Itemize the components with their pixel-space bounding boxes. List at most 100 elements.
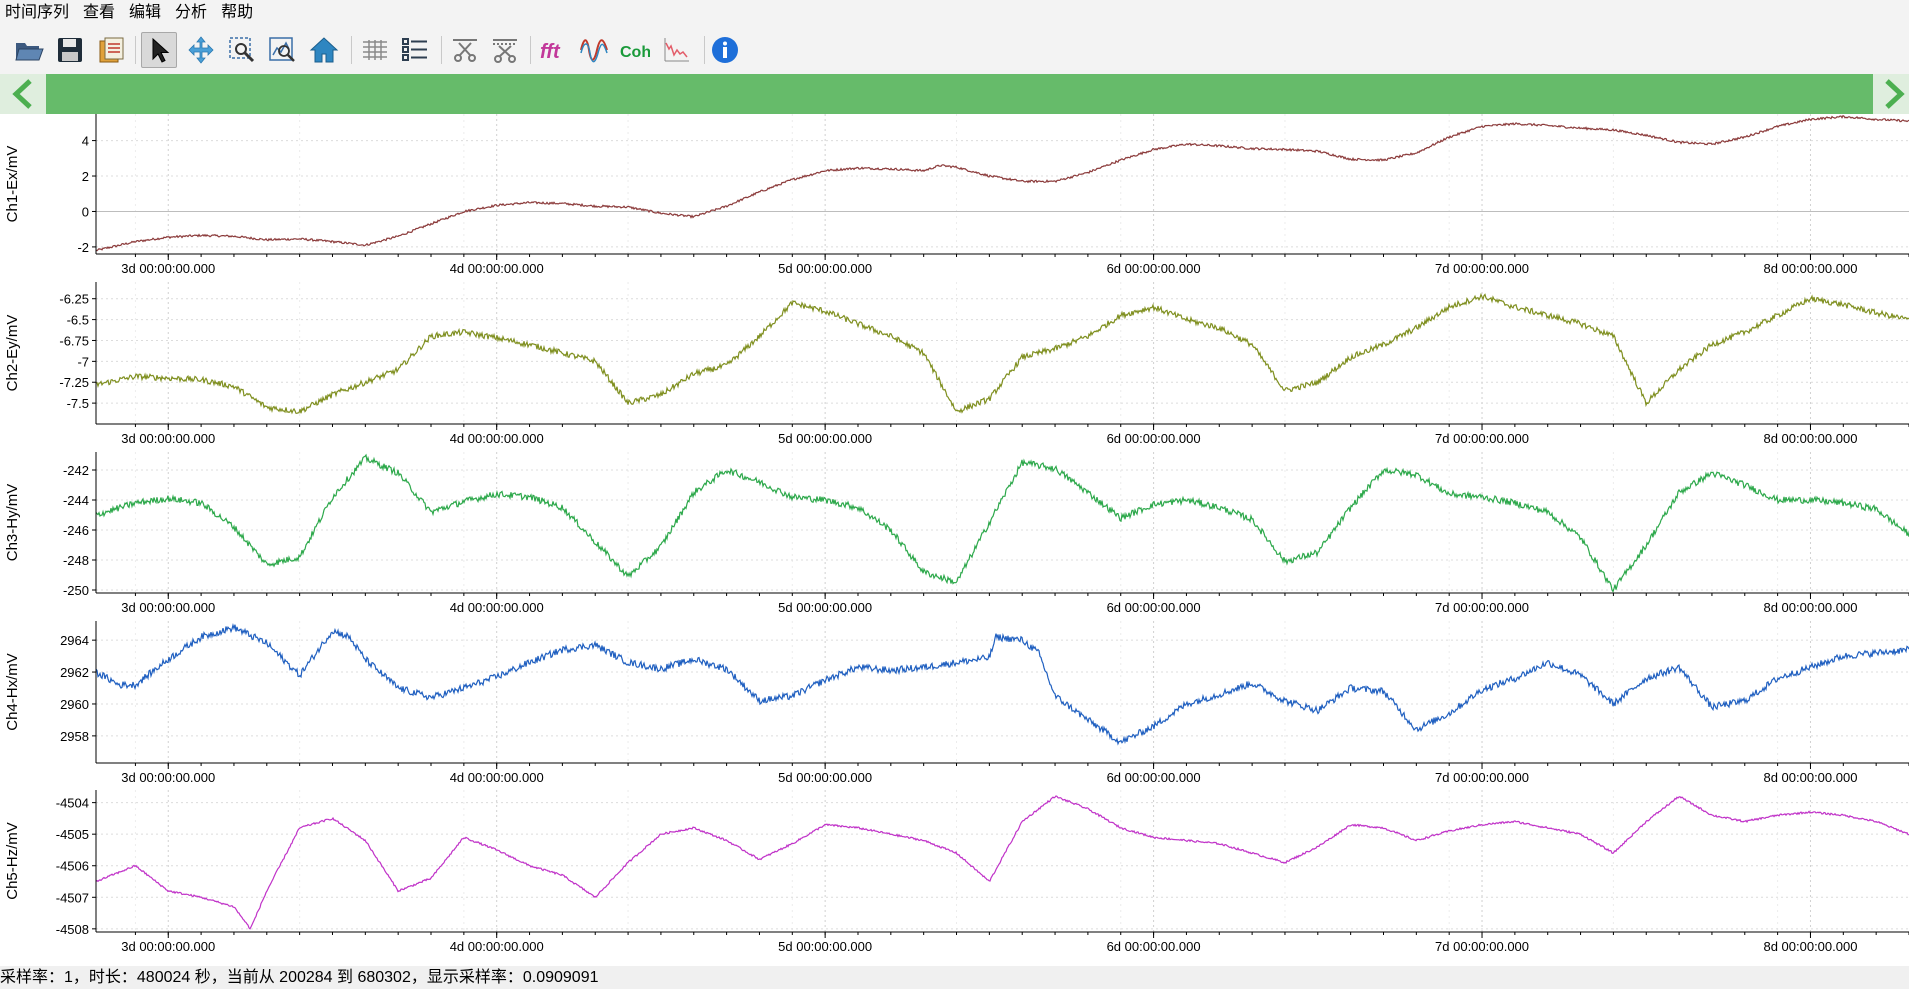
- wavelet-button[interactable]: [576, 32, 612, 68]
- x-tick-label: 3d 00:00:00.000: [121, 939, 215, 954]
- x-tick-label: 8d 00:00:00.000: [1763, 261, 1857, 276]
- series-line: [96, 292, 1909, 415]
- y-tick-label: -4504: [56, 796, 89, 811]
- toolbar-separator: [351, 36, 352, 64]
- x-tick-label: 4d 00:00:00.000: [450, 939, 544, 954]
- toolbar: fft Coh: [0, 26, 1909, 75]
- channel-panel: 2958 2960 2962 2964 Ch4-Hx/mV 3d 00:00:00.000…: [4, 621, 1909, 785]
- cut-icon: [453, 39, 477, 62]
- x-tick-label: 3d 00:00:00.000: [121, 261, 215, 276]
- x-tick-label: 6d 00:00:00.000: [1107, 770, 1201, 785]
- pan-button[interactable]: [183, 32, 219, 68]
- chevron-right-icon: [1885, 79, 1905, 109]
- cut-button[interactable]: [447, 32, 483, 68]
- info-button[interactable]: [707, 32, 743, 68]
- series-line: [96, 795, 1909, 930]
- table-grid-icon: [363, 40, 387, 60]
- coherence-button[interactable]: Coh: [617, 32, 653, 68]
- x-tick-label: 6d 00:00:00.000: [1107, 939, 1201, 954]
- x-tick-label: 3d 00:00:00.000: [121, 600, 215, 615]
- y-axis-label: Ch4-Hx/mV: [4, 653, 21, 731]
- channel-plots[interactable]: -2 0 2 4 Ch1-Ex/mV 3d 00:00:00.000 4d 00:00:00…: [0, 114, 1909, 966]
- x-tick-label: 4d 00:00:00.000: [450, 431, 544, 446]
- toolbar-separator: [135, 36, 136, 64]
- x-tick-label: 8d 00:00:00.000: [1763, 600, 1857, 615]
- channel-panel: -7.5 -7.25 -7 -6.75 -6.5 -6.25 Ch2-Ey/mV 3d 00:…: [4, 282, 1909, 446]
- y-tick-label: -246: [63, 523, 89, 538]
- menu-help[interactable]: 帮助: [221, 4, 254, 21]
- zoom-fit-icon: [269, 37, 295, 62]
- x-tick-label: 5d 00:00:00.000: [778, 261, 872, 276]
- home-button[interactable]: [306, 32, 342, 68]
- x-tick-label: 6d 00:00:00.000: [1107, 261, 1201, 276]
- table-grid-button[interactable]: [357, 32, 393, 68]
- y-tick-label: 2964: [60, 633, 89, 648]
- x-tick-label: 7d 00:00:00.000: [1435, 261, 1529, 276]
- fft-button[interactable]: fft: [536, 32, 572, 68]
- y-tick-label: -6.75: [59, 333, 89, 348]
- y-tick-label: -248: [63, 553, 89, 568]
- series-line: [96, 623, 1909, 746]
- save-button[interactable]: [52, 32, 88, 68]
- menu-view[interactable]: 查看: [83, 4, 116, 21]
- menu-time-series[interactable]: 时间序列: [5, 4, 70, 21]
- scroll-right-button[interactable]: [1873, 74, 1909, 114]
- home-icon: [309, 37, 339, 63]
- y-tick-label: -4508: [56, 922, 89, 937]
- y-tick-label: -7: [77, 354, 89, 369]
- scroll-left-button[interactable]: [0, 74, 46, 114]
- x-tick-label: 7d 00:00:00.000: [1435, 770, 1529, 785]
- coh-label: Coh: [620, 44, 650, 61]
- y-tick-label: 2: [82, 169, 89, 184]
- y-axis-label: Ch2-Ey/mV: [4, 315, 21, 392]
- x-tick-label: 5d 00:00:00.000: [778, 770, 872, 785]
- select-pointer-icon: [152, 37, 170, 63]
- y-tick-label: 2960: [60, 697, 89, 712]
- open-file-icon: [15, 43, 44, 61]
- x-tick-label: 7d 00:00:00.000: [1435, 431, 1529, 446]
- cut-range-button[interactable]: [487, 32, 523, 68]
- x-tick-label: 5d 00:00:00.000: [778, 600, 872, 615]
- toolbar-separator: [441, 36, 442, 64]
- cut-range-icon: [493, 39, 517, 63]
- y-tick-label: -7.25: [59, 375, 89, 390]
- select-pointer-button[interactable]: [141, 32, 177, 68]
- y-axis-label: Ch1-Ex/mV: [4, 146, 21, 223]
- y-tick-label: -6.25: [59, 292, 89, 307]
- pan-icon: [188, 36, 214, 64]
- x-tick-label: 7d 00:00:00.000: [1435, 939, 1529, 954]
- menu-edit[interactable]: 编辑: [129, 4, 162, 21]
- y-tick-label: -244: [63, 493, 89, 508]
- x-tick-label: 6d 00:00:00.000: [1107, 431, 1201, 446]
- x-tick-label: 5d 00:00:00.000: [778, 431, 872, 446]
- time-scrollbar[interactable]: [0, 74, 1909, 114]
- export-button[interactable]: [93, 32, 129, 68]
- series-line: [96, 114, 1909, 252]
- toolbar-separator: [530, 36, 531, 64]
- channel-panel: -2 0 2 4 Ch1-Ex/mV 3d 00:00:00.000 4d 00:00:00…: [4, 114, 1909, 276]
- open-file-button[interactable]: [11, 32, 47, 68]
- zoom-fit-button[interactable]: [264, 32, 300, 68]
- channel-panel: -4508 -4507 -4506 -4505 -4504 Ch5-Hz/mV 3d 00:…: [4, 790, 1909, 954]
- channel-list-button[interactable]: [397, 32, 433, 68]
- wavelet-icon: [580, 39, 608, 63]
- info-icon: [712, 37, 738, 63]
- zoom-box-button[interactable]: [224, 32, 260, 68]
- x-tick-label: 3d 00:00:00.000: [121, 770, 215, 785]
- channel-list-icon: [402, 38, 427, 61]
- x-tick-label: 8d 00:00:00.000: [1763, 431, 1857, 446]
- y-tick-label: 2958: [60, 729, 89, 744]
- fft-icon: fft: [540, 41, 561, 63]
- x-tick-label: 5d 00:00:00.000: [778, 939, 872, 954]
- spectrum-button[interactable]: [658, 32, 694, 68]
- y-axis-label: Ch5-Hz/mV: [4, 822, 21, 900]
- y-tick-label: 2962: [60, 665, 89, 680]
- zoom-box-icon: [229, 37, 255, 63]
- toolbar-separator: [704, 36, 705, 64]
- x-tick-label: 7d 00:00:00.000: [1435, 600, 1529, 615]
- y-tick-label: -7.5: [67, 396, 89, 411]
- menu-analysis[interactable]: 分析: [175, 4, 208, 21]
- y-tick-label: -4507: [56, 890, 89, 905]
- x-tick-label: 4d 00:00:00.000: [450, 261, 544, 276]
- spectrum-icon: [664, 38, 689, 62]
